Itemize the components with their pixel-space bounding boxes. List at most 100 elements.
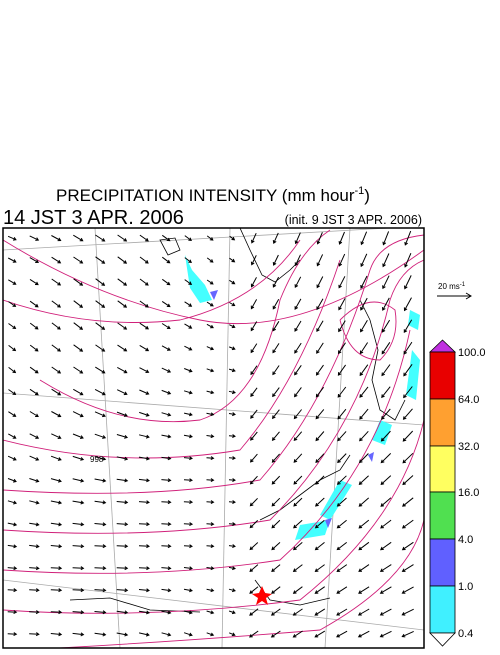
wind-arrow [95, 300, 106, 308]
wind-arrow [29, 388, 39, 396]
wind-arrow [117, 256, 128, 264]
wind-arrow [51, 322, 61, 330]
wind-arrow [316, 342, 324, 354]
wind-arrow [292, 564, 303, 572]
wind-arrow [403, 386, 413, 399]
wind-arrow [7, 588, 18, 593]
wind-arrow [270, 630, 281, 638]
wind-arrow [183, 632, 193, 637]
wind-arrow [161, 522, 172, 527]
wind-arrow [379, 630, 392, 638]
wind-arrow [139, 300, 149, 308]
wind-arrow [183, 390, 193, 395]
wind-arrow [116, 522, 129, 527]
wind-arrow [183, 610, 193, 615]
wind-arrow [314, 586, 325, 594]
wind-arrow [337, 364, 347, 376]
wind-arrow [292, 542, 303, 551]
wind-field [7, 230, 414, 638]
wind-arrow [380, 475, 392, 486]
wind-arrow [206, 478, 215, 483]
wind-arrow [8, 389, 17, 396]
wind-arrow [250, 365, 258, 376]
wind-arrow [403, 319, 413, 334]
wind-arrow [139, 367, 150, 373]
wind-arrow [315, 364, 324, 376]
wind-arrow [402, 430, 414, 442]
wind-arrow [271, 431, 280, 441]
wind-arrow [228, 544, 236, 549]
wind-arrow [380, 430, 391, 442]
wind-arrow [51, 278, 62, 286]
wind-arrow [206, 544, 215, 549]
wind-arrow [358, 475, 369, 485]
wind-arrow [116, 566, 129, 571]
wind-arrow [29, 411, 39, 417]
wind-arrow [272, 254, 279, 266]
wind-arrow [249, 475, 258, 485]
wind-arrow [139, 411, 150, 417]
wind-arrow [250, 255, 257, 266]
wind-arrow [116, 544, 129, 549]
colorbar-labels: 0.4 1.0 4.0 16.0 32.0 64.0 100.0 [458, 347, 486, 640]
wind-arrow [94, 588, 107, 593]
colorbar-label: 32.0 [458, 441, 479, 453]
wind-arrow [29, 455, 40, 461]
wind-arrow [402, 452, 414, 464]
wind-arrow [206, 522, 215, 527]
wind-arrow [250, 299, 258, 310]
title-main: PRECIPITATION INTENSITY (mm hour [56, 186, 355, 205]
wind-arrow [360, 320, 368, 333]
wind-arrow [293, 431, 303, 442]
colorbar-label: 0.4 [458, 628, 473, 640]
wind-arrow [7, 257, 17, 263]
wind-arrow [72, 500, 85, 505]
wind-arrow [29, 478, 40, 483]
wind-arrow [116, 456, 129, 461]
wind-arrow [206, 279, 214, 285]
wind-arrow [292, 586, 303, 594]
wind-arrow [228, 434, 236, 439]
wind-arrow [161, 389, 172, 395]
wind-arrow [358, 453, 369, 464]
wind-arrow [8, 279, 17, 285]
wind-arrow [73, 366, 84, 374]
wind-arrow [183, 544, 193, 549]
wind-arrow [337, 431, 347, 442]
wind-arrow [293, 475, 303, 485]
wind-arrow [29, 322, 39, 330]
wind-arrow [73, 234, 84, 242]
wind-arrow [315, 431, 325, 442]
wind-arrow [358, 564, 370, 572]
wind-arrow [314, 497, 325, 507]
wind-arrow [8, 367, 17, 374]
wind-arrow [50, 544, 63, 549]
wind-arrow [29, 257, 40, 263]
wind-arrow [94, 478, 107, 483]
wind-arrow [229, 632, 236, 637]
wind-arrow [161, 300, 171, 308]
wind-arrow [95, 278, 106, 286]
colorbar-label: 100.0 [458, 347, 486, 359]
wind-arrow [7, 455, 17, 461]
wind-arrow [7, 544, 18, 549]
wind-arrow [50, 522, 63, 527]
wind-arrow [360, 275, 368, 289]
wind-arrow [401, 586, 414, 594]
wind-arrow [228, 456, 236, 461]
wind-arrow [206, 412, 215, 417]
wind-arrow [139, 278, 149, 286]
wind-arrow [72, 566, 85, 571]
wind-arrow [95, 322, 106, 330]
wind-arrow [138, 544, 150, 549]
wind-arrow [357, 608, 370, 616]
wind-arrow [183, 522, 194, 527]
wind-arrow [380, 519, 392, 529]
wind-arrow [161, 434, 172, 439]
wind-arrow [338, 320, 346, 333]
wind-arrow [206, 390, 215, 395]
wind-arrow [294, 387, 302, 398]
wind-arrow [381, 342, 391, 355]
wind-arrow [116, 610, 129, 615]
wind-arrow [293, 519, 303, 529]
